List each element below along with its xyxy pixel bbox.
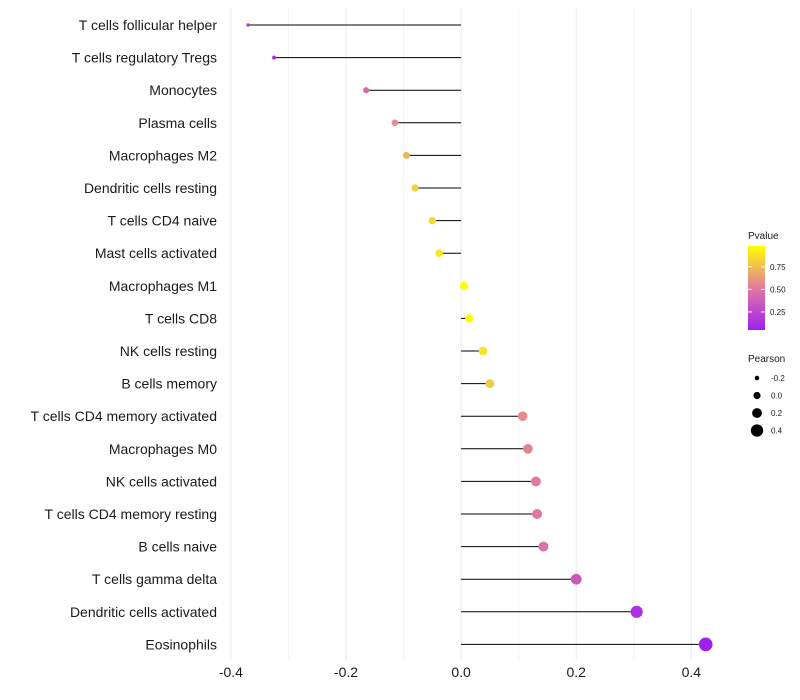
point (531, 476, 541, 487)
y-tick-label: T cells CD4 memory activated (31, 408, 217, 424)
point (570, 573, 582, 585)
point (698, 637, 713, 652)
point (523, 443, 533, 454)
colorbar-label: 0.75 (770, 263, 786, 272)
point (402, 151, 410, 159)
y-tick-label: Macrophages M2 (109, 147, 217, 163)
point (391, 119, 399, 127)
size-legend-dot (752, 408, 762, 418)
size-legend-dot (750, 424, 764, 437)
x-tick-label: -0.2 (334, 664, 358, 680)
pvalue-colorbar (748, 246, 765, 330)
y-tick-label: T cells CD4 memory resting (45, 506, 217, 522)
pearson-legend-title: Pearson (748, 354, 785, 365)
y-tick-label: Macrophages M1 (109, 278, 217, 294)
point (464, 314, 474, 323)
y-tick-label: T cells regulatory Tregs (72, 50, 217, 66)
y-tick-label: Macrophages M0 (109, 441, 217, 457)
pvalue-legend-title: Pvalue (748, 231, 779, 242)
y-tick-label: Dendritic cells activated (70, 604, 217, 620)
point (411, 184, 419, 192)
colorbar-label: 0.25 (770, 308, 786, 317)
y-tick-label: NK cells activated (106, 473, 217, 489)
y-tick-label: Plasma cells (138, 115, 217, 131)
y-tick-label: B cells naive (138, 539, 217, 555)
grid (230, 8, 692, 660)
size-legend-dot (754, 375, 760, 381)
x-tick-label: -0.4 (219, 664, 243, 680)
size-legend-label: -0.2 (771, 374, 785, 383)
y-tick-label: Dendritic cells resting (84, 180, 217, 196)
point (538, 541, 549, 552)
y-tick-label: T cells gamma delta (92, 571, 217, 587)
pearson-legend: Pearson -0.2 0.0 0.2 0.4 (748, 354, 785, 437)
stems (248, 24, 706, 645)
point (485, 379, 495, 389)
y-tick-label: NK cells resting (120, 343, 217, 359)
point (517, 411, 528, 421)
y-tick-label: Mast cells activated (95, 245, 217, 261)
points (246, 23, 713, 652)
point (630, 605, 643, 618)
point (532, 509, 543, 519)
x-tick-label: 0.2 (566, 664, 586, 680)
y-tick-label: Eosinophils (145, 636, 217, 652)
size-legend-label: 0.2 (771, 409, 783, 418)
size-legend-label: 0.4 (771, 427, 783, 436)
y-axis-labels: T cells follicular helper T cells regulat… (31, 17, 218, 652)
x-tick-label: 0.0 (451, 664, 471, 680)
point (246, 23, 250, 27)
point (428, 216, 437, 225)
size-legend-label: 0.0 (771, 392, 783, 401)
colorbar-label: 0.50 (770, 285, 786, 294)
y-tick-label: Monocytes (149, 82, 217, 98)
y-tick-label: T cells follicular helper (79, 17, 218, 33)
y-tick-label: B cells memory (121, 376, 217, 392)
pvalue-legend: Pvalue 0.25 0.50 0.75 (748, 231, 786, 330)
y-tick-label: T cells CD8 (145, 310, 217, 326)
point (459, 281, 469, 290)
x-axis-labels: -0.4 -0.2 0.0 0.2 0.4 (219, 664, 701, 680)
y-tick-label: T cells CD4 naive (108, 213, 218, 229)
size-legend-dot (753, 391, 761, 400)
point (363, 87, 370, 94)
x-tick-label: 0.4 (682, 664, 702, 680)
point (435, 249, 444, 258)
point (478, 346, 488, 356)
point (272, 55, 277, 60)
